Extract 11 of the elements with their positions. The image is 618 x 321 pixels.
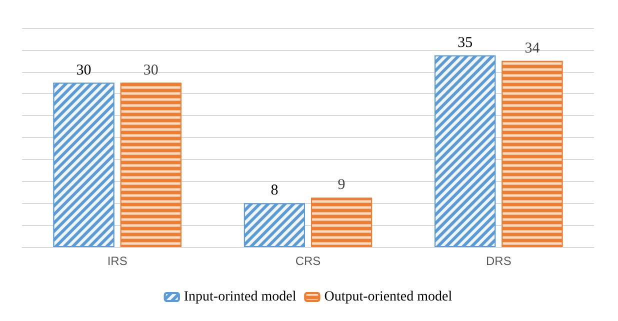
x-tick-label: IRS: [107, 254, 128, 268]
data-label: 34: [524, 40, 540, 56]
data-label: 35: [458, 34, 473, 51]
legend-label: Output-oriented model: [324, 290, 452, 304]
data-label: 30: [143, 62, 158, 78]
legend-label: Input-orinted model: [184, 290, 296, 304]
data-label: 8: [270, 182, 278, 199]
x-tick-label: DRS: [486, 254, 512, 268]
data-label: 9: [338, 177, 346, 194]
data-label: 30: [76, 62, 92, 78]
x-tick-label: CRS: [295, 254, 321, 268]
